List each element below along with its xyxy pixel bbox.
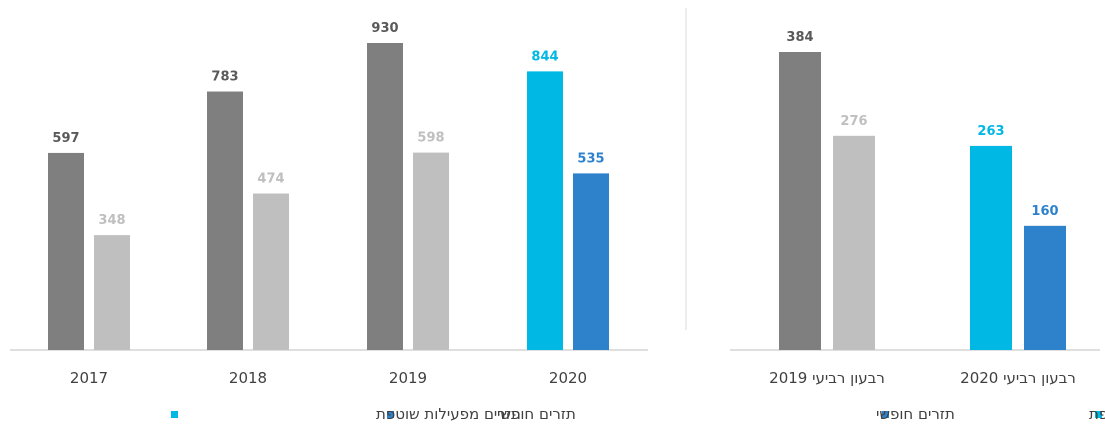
left-legend: תזרים חופשי תזרים מפעילות שוטפת [171, 405, 576, 423]
value-label-0-3-0: 844 [531, 49, 558, 64]
value-label-0-2-1: 598 [417, 131, 444, 146]
value-label-1-0-1: 276 [840, 114, 867, 129]
bar-0-0-0 [48, 152, 84, 350]
right-legend-label-operating: תזרים מפעילות שוטפת [1089, 405, 1105, 423]
bar-1-1-0 [970, 145, 1012, 350]
category-label-0-3: 2020 [549, 369, 587, 387]
category-label-1-0: רבעון רביעי 2019 [769, 369, 885, 387]
category-label-1-1: רבעון רביעי 2020 [960, 369, 1076, 387]
bar-1-1-1 [1024, 225, 1066, 350]
bar-0-3-1 [573, 173, 609, 350]
value-label-0-0-1: 348 [98, 213, 125, 228]
left-legend-swatch-blue [387, 411, 394, 418]
left-chart: 597 348 783 474 930 598 844 535 2017 2018 2019 202… [10, 21, 648, 423]
value-label-1-0-0: 384 [786, 30, 813, 45]
value-label-0-2-0: 930 [371, 21, 398, 36]
value-label-0-0-0: 597 [52, 131, 79, 146]
value-label-0-3-1: 535 [577, 151, 604, 166]
value-label-1-1-1: 160 [1031, 204, 1058, 219]
category-label-0-0: 2017 [70, 369, 108, 387]
bar-0-1-1 [253, 193, 289, 350]
left-legend-label-free: תזרים חופשי [497, 405, 576, 423]
right-legend-swatch-blue [882, 411, 889, 418]
right-legend-label-free: תזרים חופשי [876, 405, 955, 423]
value-label-1-1-0: 263 [977, 124, 1004, 139]
bar-0-2-0 [367, 43, 403, 350]
bar-0-3-0 [527, 71, 563, 350]
bar-0-2-1 [413, 152, 449, 350]
bar-1-0-1 [833, 135, 875, 350]
bar-0-0-1 [94, 235, 130, 350]
bar-0-1-0 [207, 91, 243, 350]
left-legend-swatch-cyan [171, 411, 178, 418]
right-legend-swatch-cyan [1095, 411, 1102, 418]
left-legend-label-operating: תזרים מפעילות שוטפת [376, 405, 521, 423]
category-label-0-2: 2019 [389, 369, 427, 387]
right-bars [779, 52, 1066, 350]
left-bars [48, 43, 609, 350]
right-category-labels: רבעון רביעי 2019 רבעון רביעי 2020 [769, 369, 1076, 387]
value-label-0-1-0: 783 [211, 70, 238, 85]
category-label-0-1: 2018 [229, 369, 267, 387]
value-label-0-1-1: 474 [257, 172, 284, 187]
left-category-labels: 2017 2018 2019 2020 [70, 369, 587, 387]
left-value-labels: 597 348 783 474 930 598 844 535 [52, 21, 604, 228]
right-value-labels: 384 276 263 160 [786, 30, 1058, 219]
right-legend: תזרים מפעילות שוטפת תזרים חופשי [876, 405, 1105, 423]
bar-1-0-0 [779, 52, 821, 350]
